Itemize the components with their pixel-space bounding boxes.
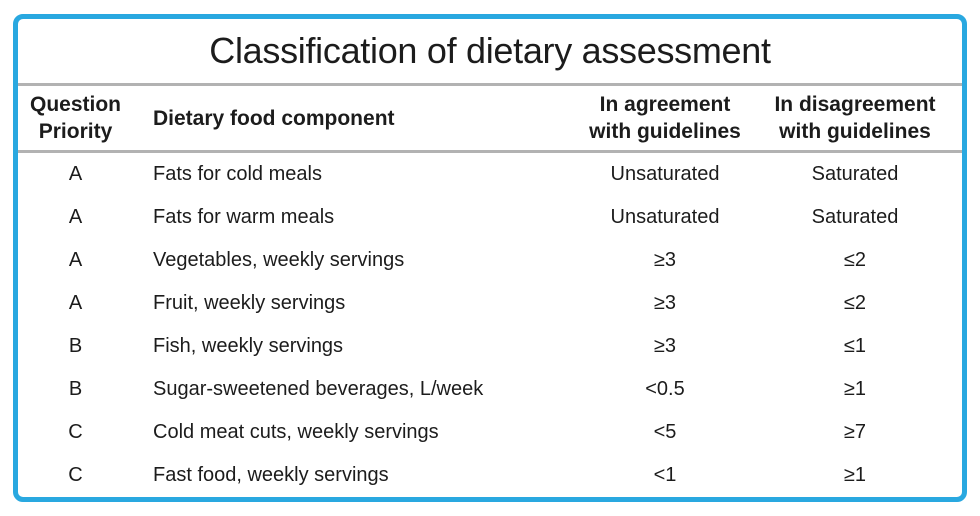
table-row: C Cold meat cuts, weekly servings <5 ≥7	[18, 411, 962, 454]
column-header-in-agreement: In agreement with guidelines	[565, 86, 765, 150]
cell-agreement: Unsaturated	[610, 163, 720, 185]
table-row: A Fats for cold meals Unsaturated Satura…	[18, 153, 962, 196]
cell-disagreement: ≥7	[843, 421, 867, 443]
table-row: A Vegetables, weekly servings ≥3 ≤2	[18, 239, 962, 282]
column-header-dietary-food-component: Dietary food component	[133, 86, 565, 150]
cell-priority: A	[68, 206, 83, 228]
cell-priority: A	[68, 249, 83, 271]
cell-priority: A	[68, 292, 83, 314]
cell-disagreement: ≥1	[843, 378, 867, 400]
column-header-line: Question	[29, 93, 121, 116]
column-header-line: Dietary food component	[153, 106, 395, 130]
cell-disagreement: ≥1	[843, 464, 867, 486]
table-body: A Fats for cold meals Unsaturated Satura…	[18, 153, 962, 497]
cell-component: Fish, weekly servings	[153, 335, 344, 357]
cell-priority: B	[68, 378, 83, 400]
column-header-in-disagreement: In disagreement with guidelines	[765, 86, 945, 150]
cell-component: Vegetables, weekly servings	[153, 249, 405, 271]
cell-component: Fats for warm meals	[153, 206, 335, 228]
cell-disagreement: ≤2	[843, 292, 867, 314]
cell-agreement: Unsaturated	[610, 206, 720, 228]
table-row: B Fish, weekly servings ≥3 ≤1	[18, 325, 962, 368]
column-header-line: In agreement	[599, 93, 731, 116]
page-title: Classification of dietary assessment	[209, 30, 771, 71]
table-row: B Sugar-sweetened beverages, L/week <0.5…	[18, 368, 962, 411]
table-row: C Fast food, weekly servings <1 ≥1	[18, 454, 962, 497]
cell-priority: A	[68, 163, 83, 185]
cell-component: Cold meat cuts, weekly servings	[153, 421, 439, 443]
cell-component: Fruit, weekly servings	[153, 292, 346, 314]
cell-priority: B	[68, 335, 83, 357]
title-divider	[18, 83, 962, 86]
cell-disagreement: Saturated	[811, 206, 899, 228]
table-card: Classification of dietary assessment Que…	[13, 14, 967, 502]
column-header-line: In disagreement	[774, 93, 936, 116]
cell-agreement: <1	[653, 464, 677, 486]
cell-component: Sugar-sweetened beverages, L/week	[153, 378, 484, 400]
cell-component: Fats for cold meals	[153, 163, 322, 185]
cell-disagreement: Saturated	[811, 163, 899, 185]
cell-priority: C	[68, 464, 83, 486]
column-header-question-priority: Question Priority	[18, 86, 133, 150]
cell-component: Fast food, weekly servings	[153, 464, 389, 486]
cell-priority: C	[68, 421, 83, 443]
cell-agreement: ≥3	[653, 292, 677, 314]
column-header-line: with guidelines	[779, 120, 931, 143]
cell-disagreement: ≤1	[843, 335, 867, 357]
column-header-line: with guidelines	[589, 120, 741, 143]
column-header-line: Priority	[38, 120, 113, 143]
table-header-row: Question Priority Dietary food component…	[18, 86, 962, 150]
table-row: A Fats for warm meals Unsaturated Satura…	[18, 196, 962, 239]
cell-agreement: ≥3	[653, 249, 677, 271]
cell-agreement: ≥3	[653, 335, 677, 357]
cell-agreement: <0.5	[645, 378, 685, 400]
table-row: A Fruit, weekly servings ≥3 ≤2	[18, 282, 962, 325]
cell-disagreement: ≤2	[843, 249, 867, 271]
cell-agreement: <5	[653, 421, 677, 443]
header-divider	[18, 150, 962, 153]
